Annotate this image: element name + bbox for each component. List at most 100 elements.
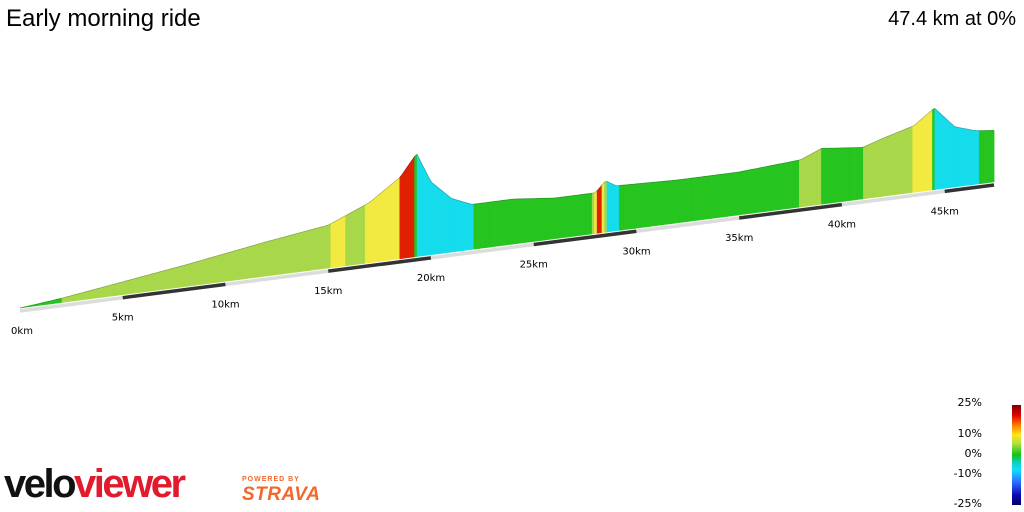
- profile-band: [880, 137, 884, 197]
- profile-band: [680, 178, 684, 223]
- profile-band: [490, 201, 494, 248]
- profile-band: [744, 170, 748, 215]
- profile-band: [910, 125, 913, 194]
- profile-band: [890, 134, 894, 196]
- profile-band: [431, 181, 435, 255]
- profile-band: [76, 293, 80, 301]
- profile-band: [212, 256, 216, 284]
- profile-band: [204, 258, 208, 285]
- profile-band: [929, 109, 933, 191]
- profile-band: [199, 259, 203, 285]
- profile-band: [342, 215, 346, 267]
- gradient-bands: [19, 107, 995, 309]
- profile-band: [96, 287, 100, 299]
- profile-band: [762, 166, 765, 213]
- elevation-profile-chart: 0km 5km 10km 15km 20km 25km 30km 35km 40km 45km: [11, 107, 995, 337]
- profile-band: [808, 153, 812, 207]
- profile-band: [476, 203, 479, 250]
- profile-band: [914, 122, 918, 193]
- profile-band: [150, 273, 154, 292]
- profile-band: [147, 274, 151, 292]
- profile-band: [695, 177, 699, 221]
- tick-label-20km: 20km: [417, 273, 445, 284]
- strava-logo: STRAVA: [242, 484, 321, 505]
- profile-band: [155, 272, 159, 291]
- profile-band: [779, 163, 783, 211]
- profile-band: [226, 252, 230, 282]
- profile-band: [471, 203, 474, 250]
- profile-band: [217, 254, 220, 283]
- profile-band: [219, 254, 223, 283]
- profile-band: [717, 174, 721, 218]
- profile-band: [436, 185, 440, 255]
- profile-band: [959, 127, 963, 187]
- profile-band: [128, 279, 132, 295]
- profile-band: [434, 183, 437, 255]
- profile-band: [663, 180, 667, 225]
- profile-band: [552, 197, 556, 240]
- profile-band: [83, 291, 87, 300]
- profile-band: [448, 195, 452, 253]
- profile-band: [720, 173, 723, 218]
- profile-band: [426, 173, 430, 256]
- profile-band: [734, 171, 738, 216]
- profile-band: [266, 240, 270, 277]
- profile-band: [885, 136, 889, 197]
- profile-band: [152, 272, 156, 292]
- profile-band: [522, 198, 526, 244]
- logo-viewer: viewer: [74, 462, 186, 506]
- profile-band: [693, 177, 696, 222]
- profile-band: [641, 182, 645, 228]
- profile-band: [498, 200, 501, 247]
- profile-band: [402, 169, 405, 259]
- profile-band: [483, 202, 487, 249]
- profile-band: [118, 282, 122, 296]
- profile-band: [712, 174, 716, 219]
- profile-band: [397, 177, 400, 260]
- profile-band: [591, 192, 595, 235]
- profile-band: [249, 245, 253, 279]
- profile-band: [369, 199, 373, 263]
- profile-band: [577, 194, 580, 237]
- profile-band: [283, 236, 287, 275]
- profile-band: [357, 207, 361, 265]
- distance-base-strip: [19, 183, 995, 313]
- profile-band: [308, 229, 312, 271]
- profile-band: [922, 115, 926, 192]
- profile-band: [794, 160, 797, 209]
- profile-band: [626, 184, 630, 230]
- profile-band: [337, 218, 341, 268]
- base-segment: [328, 256, 432, 273]
- profile-band: [757, 167, 760, 213]
- profile-band: [123, 280, 127, 295]
- profile-band: [167, 268, 171, 290]
- profile-band: [860, 146, 864, 200]
- profile-band: [887, 135, 891, 196]
- profile-band: [347, 212, 351, 266]
- profile-band: [187, 263, 191, 287]
- base-segment: [944, 183, 995, 194]
- profile-band: [786, 161, 790, 210]
- profile-band: [505, 199, 509, 246]
- profile-band: [362, 204, 366, 264]
- profile-band: [749, 169, 753, 214]
- tick-label-40km: 40km: [828, 220, 856, 231]
- profile-band: [912, 124, 916, 193]
- profile-band: [404, 166, 408, 259]
- profile-band: [115, 282, 119, 296]
- profile-band: [816, 149, 820, 206]
- profile-band: [278, 237, 282, 275]
- profile-band: [157, 271, 161, 291]
- profile-band: [609, 182, 612, 233]
- profile-band: [303, 230, 307, 272]
- legend-label-0: 0%: [964, 447, 982, 460]
- profile-band: [113, 283, 117, 297]
- distance-gradient-summary: 47.4 km at 0%: [888, 8, 1016, 30]
- profile-band: [673, 179, 677, 224]
- profile-band: [441, 189, 445, 254]
- profile-band: [833, 147, 837, 203]
- profile-band: [263, 241, 267, 277]
- profile-band: [273, 238, 277, 276]
- profile-band: [192, 261, 196, 286]
- profile-band: [209, 256, 213, 284]
